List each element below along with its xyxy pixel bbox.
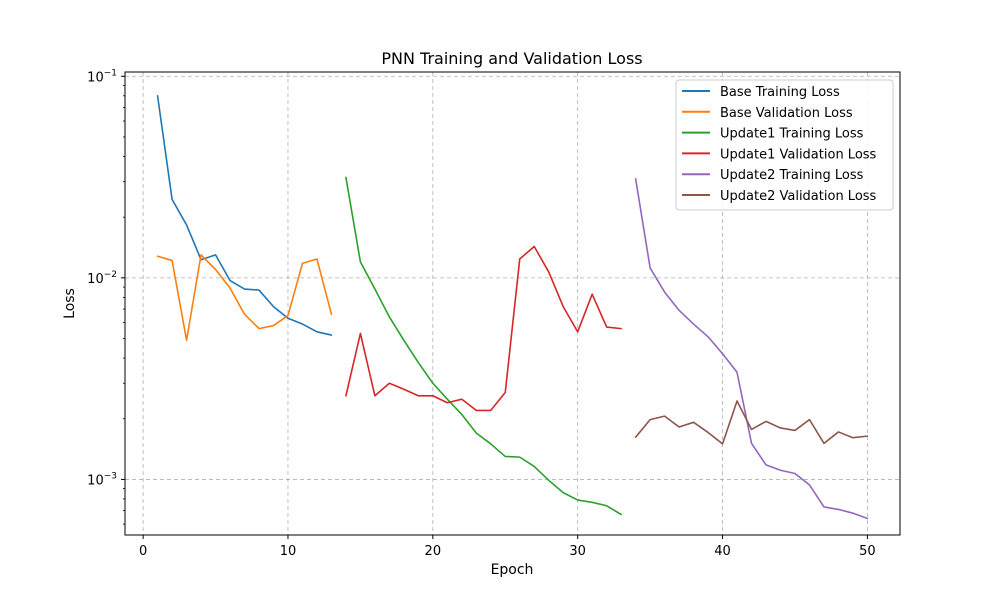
legend-label: Update1 Training Loss — [720, 127, 864, 142]
series-line-4 — [345, 245, 622, 412]
y-tick-label: 10−1 — [87, 68, 117, 85]
tick-layer: 0 10 20 30 40 50 10−1 10−2 10−3 — [87, 68, 876, 559]
y-tick-label: 10−2 — [87, 270, 117, 287]
series-line-6 — [634, 400, 869, 445]
series-line-5 — [634, 178, 869, 520]
series-line-1 — [156, 95, 333, 336]
x-tick-label: 10 — [280, 544, 297, 559]
x-tick-label: 0 — [139, 544, 147, 559]
legend-label: Update1 Validation Loss — [720, 147, 877, 162]
series-line-3 — [345, 176, 622, 516]
legend-label: Base Training Loss — [720, 85, 840, 100]
y-tick-label: 10−3 — [87, 471, 117, 488]
grid-layer — [125, 72, 900, 535]
legend-box — [675, 79, 894, 211]
x-tick-label: 50 — [859, 544, 876, 559]
legend: Base Training Loss Base Validation Loss Up… — [675, 79, 894, 211]
y-axis-label: Loss — [62, 288, 78, 319]
legend-label: Base Validation Loss — [720, 106, 853, 121]
legend-label: Update2 Validation Loss — [720, 189, 877, 204]
x-axis-label: Epoch — [491, 562, 534, 578]
series-line-2 — [156, 254, 333, 342]
legend-entries: Base Training Loss Base Validation Loss Up… — [682, 85, 877, 204]
x-tick-label: 30 — [569, 544, 586, 559]
x-tick-label: 20 — [425, 544, 442, 559]
x-tick-label: 40 — [714, 544, 731, 559]
legend-label: Update2 Training Loss — [720, 168, 864, 183]
plot-frame — [124, 71, 901, 536]
chart-title: PNN Training and Validation Loss — [381, 49, 642, 68]
series-layer — [156, 95, 869, 520]
